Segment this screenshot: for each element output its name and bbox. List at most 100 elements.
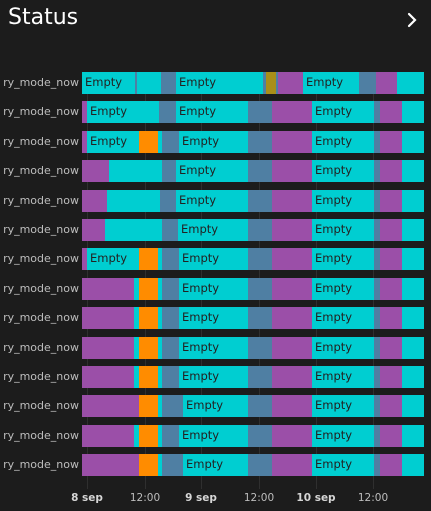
state-segment[interactable]: Empty bbox=[176, 160, 248, 183]
state-segment[interactable] bbox=[272, 219, 312, 241]
timeline-row[interactable]: ry_mode_now Empty Empty Empty bbox=[0, 248, 431, 271]
state-segment[interactable] bbox=[278, 72, 303, 94]
state-segment[interactable] bbox=[82, 130, 87, 153]
state-segment[interactable]: Empty bbox=[312, 130, 374, 153]
state-segment[interactable] bbox=[158, 424, 162, 447]
state-segment[interactable] bbox=[160, 189, 176, 212]
state-segment[interactable] bbox=[82, 395, 139, 418]
state-segment[interactable] bbox=[380, 307, 402, 330]
state-segment[interactable] bbox=[402, 366, 424, 388]
state-segment[interactable] bbox=[402, 336, 424, 359]
state-segment[interactable] bbox=[380, 101, 402, 124]
state-segment[interactable] bbox=[380, 277, 402, 300]
state-segment[interactable] bbox=[248, 101, 272, 124]
state-segment[interactable] bbox=[137, 72, 161, 94]
state-segment[interactable] bbox=[139, 307, 158, 330]
state-segment[interactable] bbox=[359, 72, 376, 94]
state-bar[interactable]: Empty Empty bbox=[82, 336, 424, 359]
state-segment[interactable]: Empty bbox=[176, 189, 248, 212]
state-bar[interactable]: Empty Empty bbox=[82, 160, 424, 183]
timeline-row[interactable]: ry_mode_now Empty Empty bbox=[0, 219, 431, 241]
state-bar[interactable]: Empty Empty bbox=[82, 307, 424, 330]
state-segment[interactable]: Empty bbox=[312, 454, 374, 477]
state-segment[interactable] bbox=[134, 424, 139, 447]
state-segment[interactable]: Empty bbox=[303, 72, 359, 94]
chevron-right-icon[interactable] bbox=[402, 10, 422, 30]
state-segment[interactable] bbox=[248, 454, 272, 477]
state-segment[interactable] bbox=[402, 454, 424, 477]
state-segment[interactable] bbox=[402, 219, 424, 241]
state-segment[interactable]: Empty bbox=[178, 219, 248, 241]
state-segment[interactable] bbox=[374, 366, 380, 388]
state-segment[interactable] bbox=[380, 248, 402, 271]
state-bar[interactable]: Empty Empty bbox=[82, 277, 424, 300]
state-segment[interactable] bbox=[134, 366, 139, 388]
state-segment[interactable] bbox=[82, 424, 134, 447]
state-segment[interactable]: Empty bbox=[312, 189, 374, 212]
state-segment[interactable] bbox=[272, 454, 312, 477]
state-segment[interactable] bbox=[266, 72, 276, 94]
state-segment[interactable] bbox=[374, 424, 380, 447]
state-segment[interactable]: Empty bbox=[87, 101, 159, 124]
timeline-row[interactable]: ry_mode_now Empty Empty bbox=[0, 424, 431, 447]
state-segment[interactable] bbox=[380, 130, 402, 153]
state-segment[interactable] bbox=[82, 189, 107, 212]
timeline-row[interactable]: ry_mode_now Empty Empty bbox=[0, 307, 431, 330]
state-bar[interactable]: Empty Empty bbox=[82, 395, 424, 418]
state-segment[interactable] bbox=[248, 424, 272, 447]
state-segment[interactable] bbox=[374, 160, 380, 183]
state-segment[interactable] bbox=[82, 454, 139, 477]
state-segment[interactable]: Empty bbox=[312, 395, 374, 418]
state-segment[interactable] bbox=[139, 395, 158, 418]
state-segment[interactable] bbox=[380, 395, 402, 418]
state-bar[interactable]: Empty Empty bbox=[82, 366, 424, 388]
state-segment[interactable] bbox=[380, 366, 402, 388]
timeline-row[interactable]: ry_mode_now Empty Empty Empty bbox=[0, 130, 431, 153]
state-segment[interactable] bbox=[402, 277, 424, 300]
state-segment[interactable] bbox=[162, 395, 183, 418]
state-segment[interactable] bbox=[139, 336, 158, 359]
state-segment[interactable]: Empty bbox=[179, 424, 248, 447]
state-segment[interactable] bbox=[374, 189, 380, 212]
timeline-row[interactable]: ry_mode_now Empty Empty Empty bbox=[0, 101, 431, 124]
state-segment[interactable] bbox=[272, 189, 312, 212]
state-segment[interactable] bbox=[134, 277, 139, 300]
state-segment[interactable] bbox=[374, 101, 380, 124]
state-segment[interactable] bbox=[139, 424, 158, 447]
state-segment[interactable] bbox=[272, 130, 312, 153]
state-segment[interactable]: Empty bbox=[312, 101, 374, 124]
state-segment[interactable] bbox=[374, 395, 380, 418]
state-segment[interactable]: Empty bbox=[82, 72, 135, 94]
state-segment[interactable] bbox=[158, 307, 162, 330]
state-segment[interactable] bbox=[374, 219, 380, 241]
state-segment[interactable] bbox=[272, 424, 312, 447]
state-segment[interactable] bbox=[162, 366, 179, 388]
state-segment[interactable] bbox=[380, 219, 402, 241]
timeline-row[interactable]: ry_mode_now Empty Empty Empty bbox=[0, 72, 431, 94]
state-segment[interactable] bbox=[272, 160, 312, 183]
state-segment[interactable] bbox=[402, 248, 424, 271]
state-segment[interactable] bbox=[82, 248, 87, 271]
state-segment[interactable] bbox=[82, 307, 134, 330]
state-bar[interactable]: Empty Empty Empty bbox=[82, 130, 424, 153]
state-segment[interactable] bbox=[402, 395, 424, 418]
state-segment[interactable]: Empty bbox=[179, 336, 248, 359]
state-segment[interactable] bbox=[158, 366, 162, 388]
timeline-row[interactable]: ry_mode_now Empty Empty bbox=[0, 277, 431, 300]
timeline-row[interactable]: ry_mode_now Empty Empty bbox=[0, 454, 431, 477]
state-segment[interactable]: Empty bbox=[312, 277, 374, 300]
state-segment[interactable]: Empty bbox=[312, 160, 374, 183]
state-segment[interactable] bbox=[380, 454, 402, 477]
state-segment[interactable] bbox=[82, 336, 134, 359]
state-segment[interactable] bbox=[134, 336, 139, 359]
state-segment[interactable] bbox=[107, 189, 160, 212]
state-segment[interactable] bbox=[159, 101, 176, 124]
state-segment[interactable] bbox=[276, 72, 278, 94]
state-segment[interactable] bbox=[82, 366, 134, 388]
state-segment[interactable] bbox=[135, 72, 137, 94]
timeline-row[interactable]: ry_mode_now Empty Empty bbox=[0, 189, 431, 212]
state-segment[interactable] bbox=[162, 307, 179, 330]
state-segment[interactable] bbox=[272, 248, 312, 271]
state-segment[interactable] bbox=[109, 160, 162, 183]
state-segment[interactable]: Empty bbox=[312, 219, 374, 241]
